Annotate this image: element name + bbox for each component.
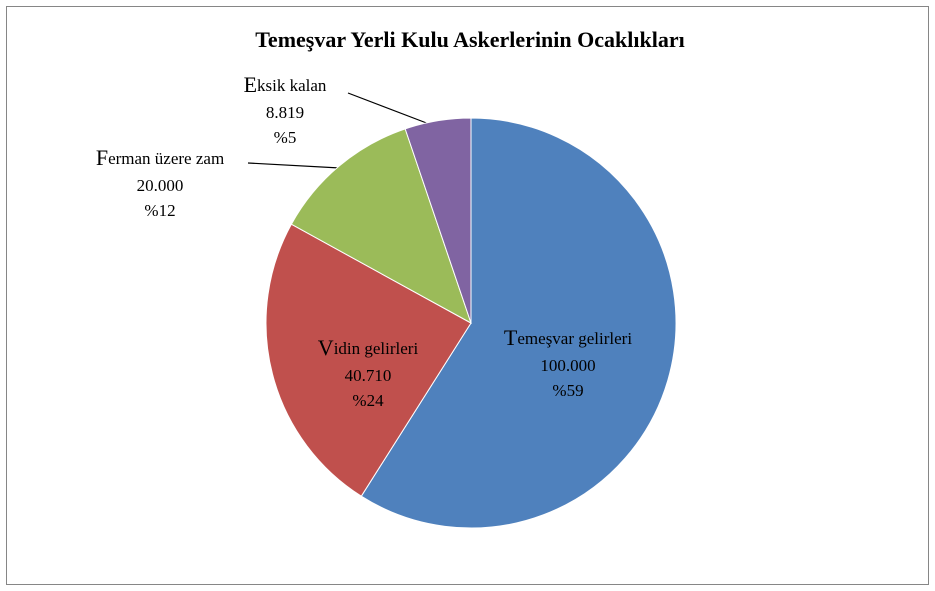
pie-slice [360, 117, 677, 529]
slice-label: Ferman üzere zam [96, 145, 224, 170]
slice-percent-label: %59 [552, 381, 583, 400]
slice-percent-label: %24 [352, 391, 384, 410]
leader-line [347, 92, 438, 128]
slice-value-label: 20.000 [137, 176, 184, 195]
pie-slice [290, 128, 472, 325]
slice-percent-label: %5 [274, 128, 297, 147]
slice-percent-label: %12 [144, 201, 175, 220]
slice-value-label: 100.000 [540, 356, 595, 375]
chart-title: Temeşvar Yerli Kulu Askerlerinin Ocaklık… [255, 27, 684, 52]
slice-label: Vidin gelirleri [318, 335, 419, 360]
slice-value-label: 8.819 [266, 103, 304, 122]
leader-line [247, 162, 341, 169]
slice-label: Eksik kalan [244, 72, 327, 97]
pie-slice [265, 223, 472, 497]
slice-label: Temeşvar gelirleri [504, 325, 632, 350]
slice-value-label: 40.710 [345, 366, 392, 385]
pie-slice [404, 117, 472, 324]
